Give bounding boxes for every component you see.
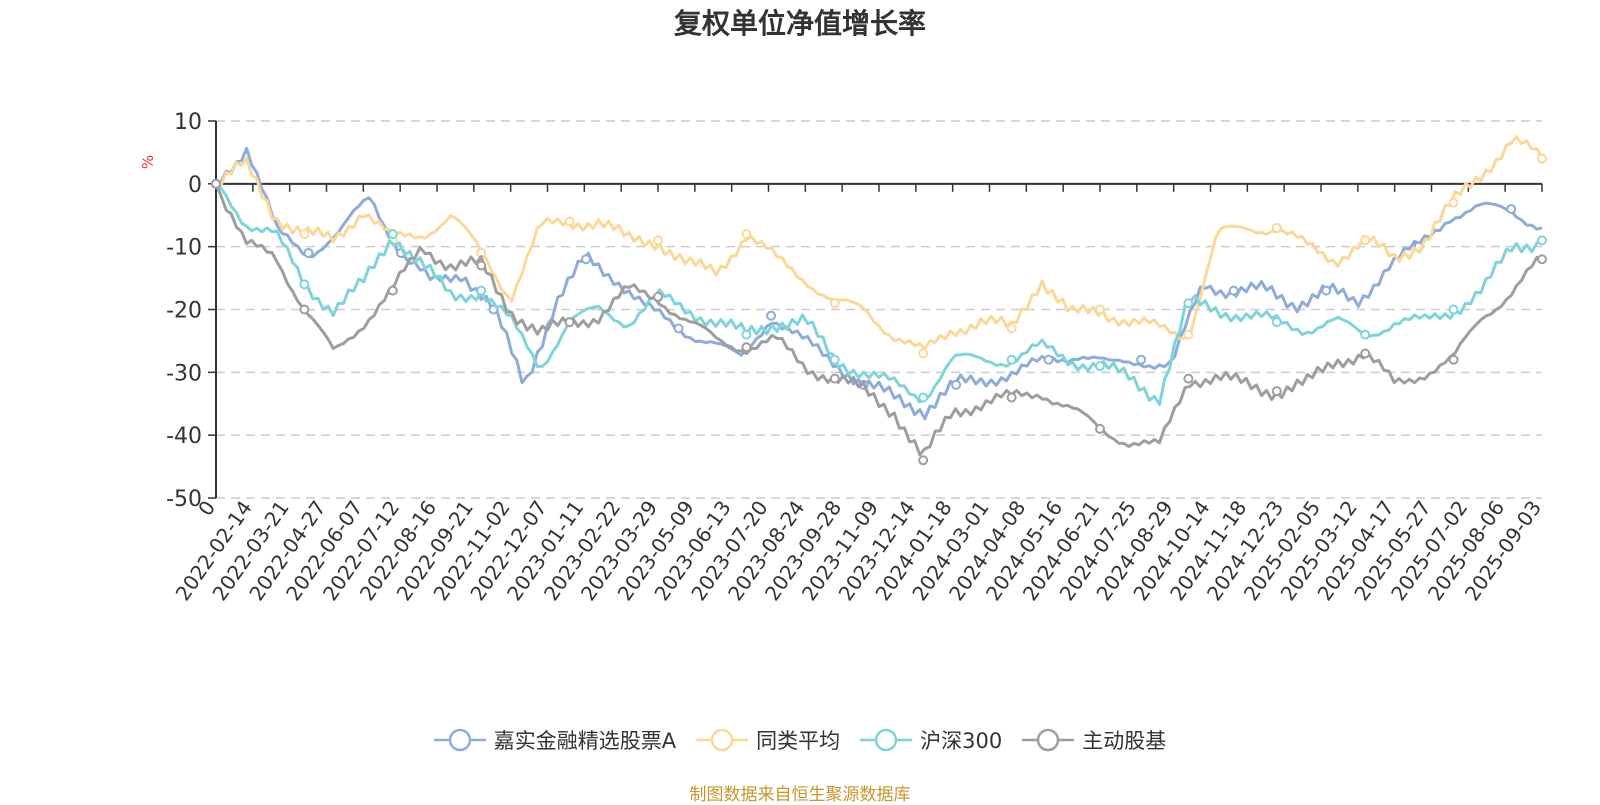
y-tick-label: -40 — [166, 424, 202, 449]
series-point — [581, 254, 592, 265]
chart-title: 复权单位净值增长率 — [673, 7, 926, 40]
series-point — [918, 348, 929, 359]
series-point — [1006, 354, 1017, 365]
legend-swatch-icon — [433, 728, 486, 752]
series-point — [1006, 392, 1017, 403]
series-point — [1228, 285, 1239, 296]
series-point — [1271, 386, 1282, 397]
series-point — [1537, 235, 1547, 246]
series-point — [211, 178, 221, 189]
legend-swatch-icon — [696, 728, 749, 752]
legend-item[interactable]: 嘉实金融精选股票A — [433, 725, 677, 755]
series-point — [476, 260, 487, 271]
y-tick-label: 10 — [174, 110, 202, 135]
legend-label: 嘉实金融精选股票A — [493, 729, 677, 753]
series-point — [1183, 329, 1194, 340]
legend-label: 同类平均 — [756, 729, 841, 753]
series-point — [741, 342, 752, 353]
series-line — [215, 135, 1544, 351]
series-point — [673, 323, 684, 334]
legend-item[interactable]: 主动股基 — [1022, 725, 1166, 755]
legend-label: 主动股基 — [1082, 729, 1167, 753]
series-point — [1321, 285, 1332, 296]
series-point — [299, 304, 310, 315]
series-point — [829, 373, 840, 384]
series-point — [1448, 304, 1459, 315]
series-point — [1095, 304, 1105, 315]
series-point — [1136, 354, 1147, 365]
series-point — [564, 216, 575, 227]
series-point — [387, 285, 398, 296]
series-lines — [211, 135, 1547, 466]
series-point — [1043, 354, 1054, 365]
series-point — [829, 354, 840, 365]
series-point — [303, 247, 314, 258]
series-point — [1006, 323, 1017, 334]
series-point — [653, 235, 663, 246]
series-point — [918, 392, 929, 403]
data-source-note: 制图数据来自恒生聚源数据库 — [689, 785, 911, 805]
y-tick-label: -10 — [166, 236, 202, 261]
series-point — [1271, 317, 1282, 328]
series-point — [1095, 361, 1105, 372]
series-point — [1506, 203, 1517, 214]
series-point — [951, 379, 962, 390]
series-point — [741, 329, 752, 340]
series-point — [741, 229, 752, 240]
series-point — [1183, 373, 1194, 384]
series-point — [1448, 197, 1459, 208]
series-point — [829, 298, 840, 309]
series-point — [1448, 354, 1459, 365]
y-tick-label: 0 — [188, 173, 202, 198]
series-point — [1360, 235, 1371, 246]
y-tick-label: -50 — [166, 487, 202, 512]
y-tick-label: -30 — [166, 361, 202, 386]
series-point — [387, 229, 398, 240]
series-point — [653, 291, 663, 302]
series-point — [1360, 348, 1371, 359]
series-point — [1271, 222, 1282, 233]
legend-swatch-icon — [860, 728, 913, 752]
y-axis-unit-label: % — [139, 155, 157, 169]
y-tick-label: -20 — [166, 299, 202, 324]
series-point — [299, 279, 310, 290]
series-point — [1537, 153, 1547, 164]
x-tick-label: 0 — [193, 496, 220, 520]
series-line — [214, 183, 1543, 457]
legend-swatch-icon — [1022, 728, 1075, 752]
legend-label: 沪深300 — [920, 729, 1003, 753]
series-point — [1183, 298, 1194, 309]
legend-item[interactable]: 同类平均 — [696, 725, 840, 755]
series-point — [1095, 423, 1105, 434]
grid-lines — [216, 120, 1542, 499]
series-point — [564, 317, 575, 328]
series-point — [1537, 254, 1547, 265]
series-point — [476, 285, 487, 296]
series-point — [918, 455, 929, 466]
series-point — [299, 229, 310, 240]
line-chart: 100-10-20-30-40-5002022-02-142022-03-212… — [139, 110, 1547, 605]
series-line — [215, 182, 1543, 406]
series-point — [766, 310, 777, 321]
series-point — [1360, 329, 1371, 340]
legend: 嘉实金融精选股票A 同类平均 沪深300 主动股基 — [0, 722, 1600, 758]
legend-item[interactable]: 沪深300 — [860, 725, 1002, 755]
